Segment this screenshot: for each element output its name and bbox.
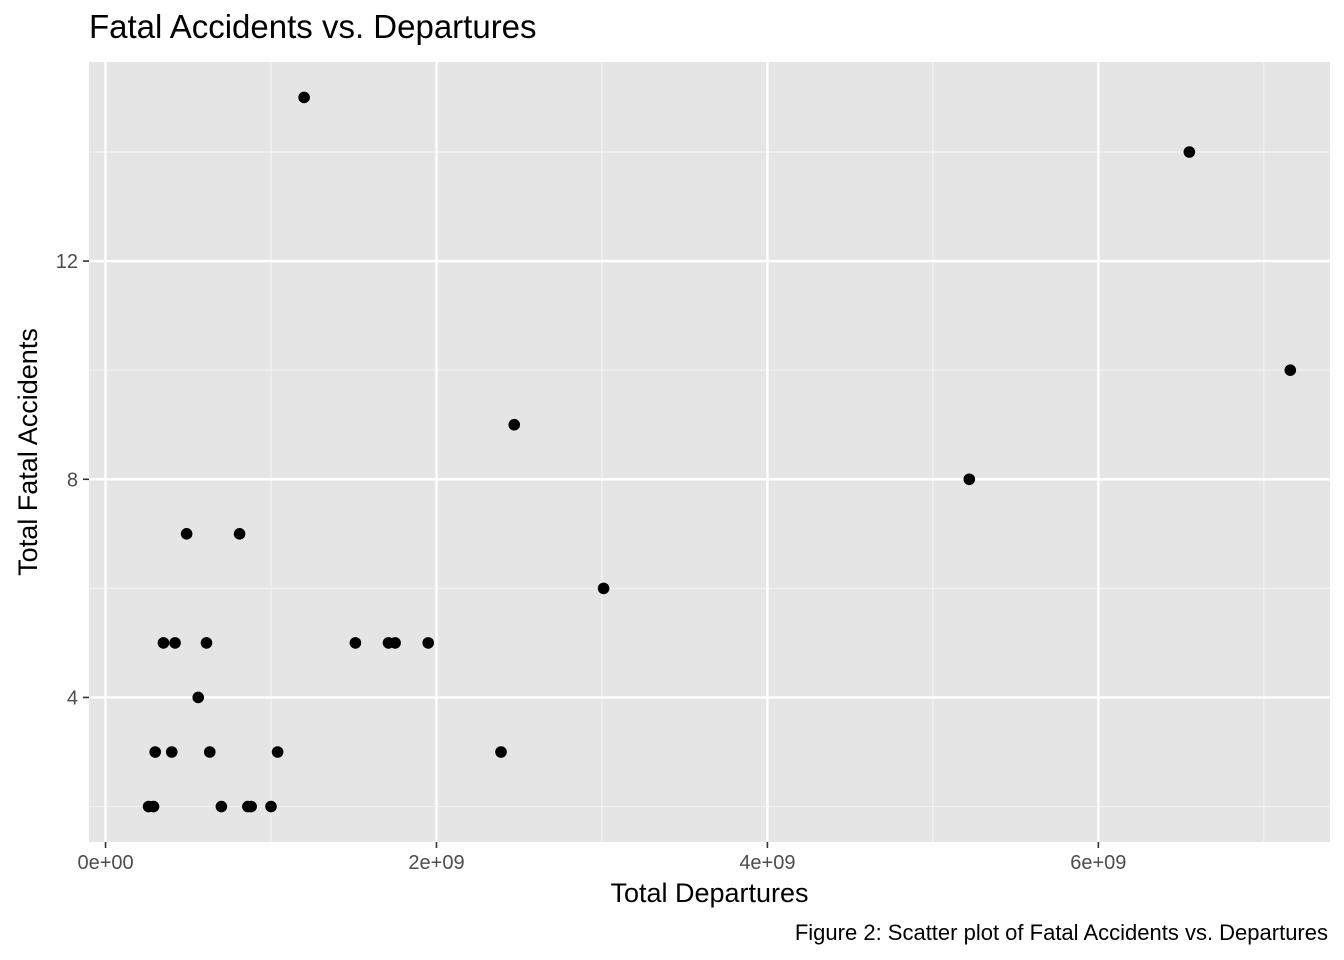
- data-point: [233, 528, 246, 540]
- data-point: [192, 691, 205, 704]
- plot-panel: [89, 62, 1330, 842]
- data-point: [169, 637, 181, 649]
- data-point: [271, 746, 284, 758]
- data-point: [265, 800, 277, 813]
- data-point: [422, 637, 435, 649]
- data-point: [165, 746, 178, 758]
- data-points: [142, 91, 1297, 813]
- data-point: [1284, 364, 1297, 376]
- x-axis: 0e+00 2e+09 4e+09 6e+09: [77, 842, 1126, 874]
- x-tick-label: 6e+09: [1070, 852, 1126, 874]
- x-axis-title: Total Departures: [610, 878, 808, 908]
- data-point: [298, 91, 310, 104]
- data-point: [147, 800, 160, 813]
- y-tick-label: 12: [56, 251, 78, 273]
- data-point: [149, 746, 161, 758]
- data-point: [157, 637, 170, 649]
- chart-title: Fatal Accidents vs. Departures: [89, 8, 537, 45]
- data-point: [245, 800, 257, 813]
- data-point: [389, 637, 401, 649]
- data-point: [349, 637, 362, 649]
- data-point: [203, 746, 216, 758]
- data-point: [508, 418, 521, 431]
- data-point: [215, 800, 228, 813]
- data-point: [963, 473, 976, 486]
- data-point: [1183, 146, 1196, 158]
- major-grid: [89, 62, 1330, 842]
- y-tick-label: 8: [67, 469, 78, 491]
- minor-grid: [89, 62, 1330, 842]
- y-axis: 4 8 12: [56, 251, 89, 709]
- y-tick-label: 4: [67, 687, 78, 709]
- data-point: [597, 582, 610, 595]
- x-tick-label: 0e+00: [77, 852, 133, 874]
- data-point: [180, 528, 193, 540]
- data-point: [495, 746, 507, 758]
- y-axis-title: Total Fatal Accidents: [13, 328, 43, 576]
- figure-caption: Figure 2: Scatter plot of Fatal Accident…: [794, 920, 1328, 945]
- x-tick-label: 4e+09: [739, 852, 795, 874]
- x-tick-label: 2e+09: [408, 852, 464, 874]
- data-point: [200, 637, 213, 649]
